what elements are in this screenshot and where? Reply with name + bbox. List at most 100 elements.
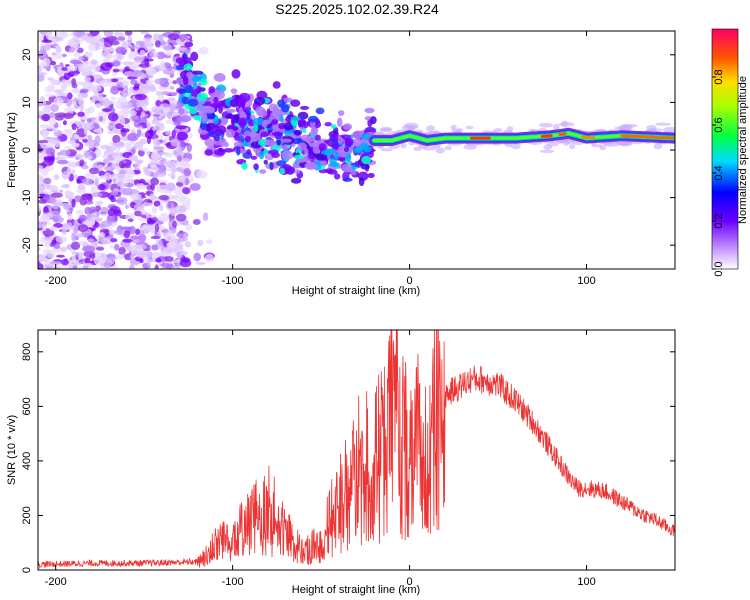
- spectrogram-noise-blob: [84, 173, 96, 178]
- spectrogram-noise-blob: [53, 96, 64, 106]
- spectrogram-noise-blob: [44, 85, 54, 93]
- spectrogram-noise-blob: [73, 227, 78, 234]
- spectrogram-noise-blob: [114, 141, 126, 149]
- spectrogram-blob: [283, 97, 293, 103]
- spectrogram-noise-blob: [116, 81, 123, 88]
- spectrogram-noise-blob: [120, 117, 126, 126]
- spectrogram-noise-blob: [45, 166, 54, 171]
- spectrogram-noise-blob: [52, 127, 59, 133]
- spectrogram-blob: [208, 86, 216, 94]
- snr-y-tick-label: 800: [21, 343, 33, 361]
- spectrogram-noise-blob: [136, 249, 146, 259]
- spectrogram-blob: [191, 70, 204, 75]
- spectrogram-noise-blob: [169, 207, 177, 216]
- spectrogram-blob: [280, 138, 292, 143]
- spectrogram-noise-blob: [83, 245, 96, 253]
- spectrogram-noise-blob: [56, 152, 62, 156]
- spectrogram-blob: [266, 108, 271, 118]
- spectrogram-blob: [225, 108, 237, 113]
- spectrogram-noise-blob: [146, 85, 155, 91]
- spectrogram-noise-blob: [64, 190, 71, 196]
- spectrogram-noise-blob: [83, 122, 94, 131]
- spectrogram-noise-blob: [71, 169, 76, 175]
- spectrogram-noise-blob: [61, 228, 67, 236]
- spectrogram-noise-blob: [104, 101, 112, 105]
- spectrogram-blob: [332, 133, 339, 139]
- spectrogram-blob: [364, 107, 375, 114]
- spectrogram-noise-blob: [114, 243, 120, 251]
- spectrogram-noise-blob: [83, 250, 96, 258]
- spectrogram-noise-blob: [40, 114, 51, 122]
- spectrogram-noise-blob: [71, 78, 77, 86]
- spectrogram-noise-blob: [98, 115, 104, 122]
- spectrogram-noise-blob: [204, 253, 214, 263]
- spectrogram-noise-blob: [84, 218, 96, 228]
- spectrogram-noise-blob: [64, 183, 70, 188]
- spectrogram-noise-blob: [53, 174, 60, 181]
- spectrogram-noise-blob: [158, 151, 169, 156]
- spectrogram-noise-blob: [71, 251, 80, 256]
- spectrogram-noise-blob: [123, 230, 131, 239]
- spectrogram-noise-blob: [45, 147, 55, 157]
- spectrogram-blob: [290, 99, 301, 107]
- spectrogram-noise-blob: [117, 55, 125, 60]
- spectrogram-halo: [538, 122, 553, 128]
- spectrogram-x-tick-label: -100: [222, 275, 244, 287]
- spectrogram-blob: [290, 177, 302, 184]
- spectrogram-noise-blob: [165, 130, 172, 136]
- spectrogram-blob: [326, 169, 338, 175]
- spectrogram-noise-blob: [153, 33, 160, 41]
- spectrogram-blob: [314, 121, 322, 129]
- spectrogram-blob: [333, 126, 339, 135]
- spectrogram-halo: [380, 128, 392, 132]
- spectrogram-noise-blob: [202, 212, 209, 221]
- spectrogram-noise-blob: [87, 59, 100, 66]
- spectrogram-noise-blob: [51, 192, 63, 198]
- spectrogram-noise-blob: [99, 144, 111, 150]
- spectrogram-noise-blob: [62, 120, 67, 126]
- spectrogram-noise-blob: [110, 190, 119, 196]
- spectrogram-blob: [337, 136, 344, 146]
- spectrogram-noise-blob: [88, 167, 100, 175]
- spectrogram-blob: [237, 117, 248, 127]
- spectrogram-noise-blob: [110, 86, 120, 95]
- spectrogram-noise-blob: [63, 128, 71, 135]
- spectrogram-noise-blob: [87, 155, 93, 160]
- spectrogram-blob: [281, 150, 294, 160]
- spectrogram-noise-blob: [102, 158, 110, 164]
- spectrogram-noise-blob: [186, 143, 192, 152]
- spectrogram-noise-blob: [71, 123, 77, 131]
- spectrogram-noise-blob: [89, 99, 96, 104]
- spectrogram-noise-blob: [146, 258, 152, 267]
- spectrogram-noise-blob: [88, 264, 99, 269]
- spectrogram-noise-blob: [124, 204, 130, 210]
- spectrogram-noise-blob: [185, 223, 193, 231]
- spectrogram-blob: [181, 96, 190, 105]
- spectrogram-noise-blob: [143, 182, 149, 186]
- spectrogram-noise-blob: [156, 184, 168, 193]
- spectrogram-noise-blob: [107, 112, 119, 122]
- spectrogram-y-ticks: -20 -10 0 10 20: [21, 49, 675, 253]
- spectrogram-noise-blob: [146, 150, 151, 156]
- spectrogram-noise-blob: [129, 264, 135, 269]
- spectrogram-blob: [199, 78, 208, 86]
- spectrogram-noise-blob: [145, 130, 154, 139]
- spectrogram-halo: [493, 128, 503, 133]
- spectrogram-noise-blob: [67, 212, 73, 221]
- spectrogram-noise-blob: [99, 232, 106, 238]
- spectrogram-noise-blob: [60, 258, 69, 266]
- spectrogram-noise-blob: [140, 31, 149, 35]
- spectrogram-noise-blob: [94, 135, 101, 144]
- spectrogram-noise-blob: [92, 36, 105, 45]
- spectrogram-halo: [663, 126, 675, 134]
- spectrogram-blob: [263, 159, 269, 165]
- spectrogram-noise-blob: [109, 245, 115, 249]
- spectrogram-noise-blob: [145, 213, 151, 219]
- spectrogram-noise-blob: [94, 200, 104, 205]
- spectrogram-noise-blob: [110, 96, 117, 100]
- spectrogram-noise-blob: [107, 208, 116, 216]
- spectrogram-noise-blob: [116, 182, 128, 187]
- snr-y-tick-label: 200: [21, 506, 33, 524]
- spectrogram-noise-blob: [139, 147, 149, 152]
- spectrogram-blob: [222, 148, 235, 153]
